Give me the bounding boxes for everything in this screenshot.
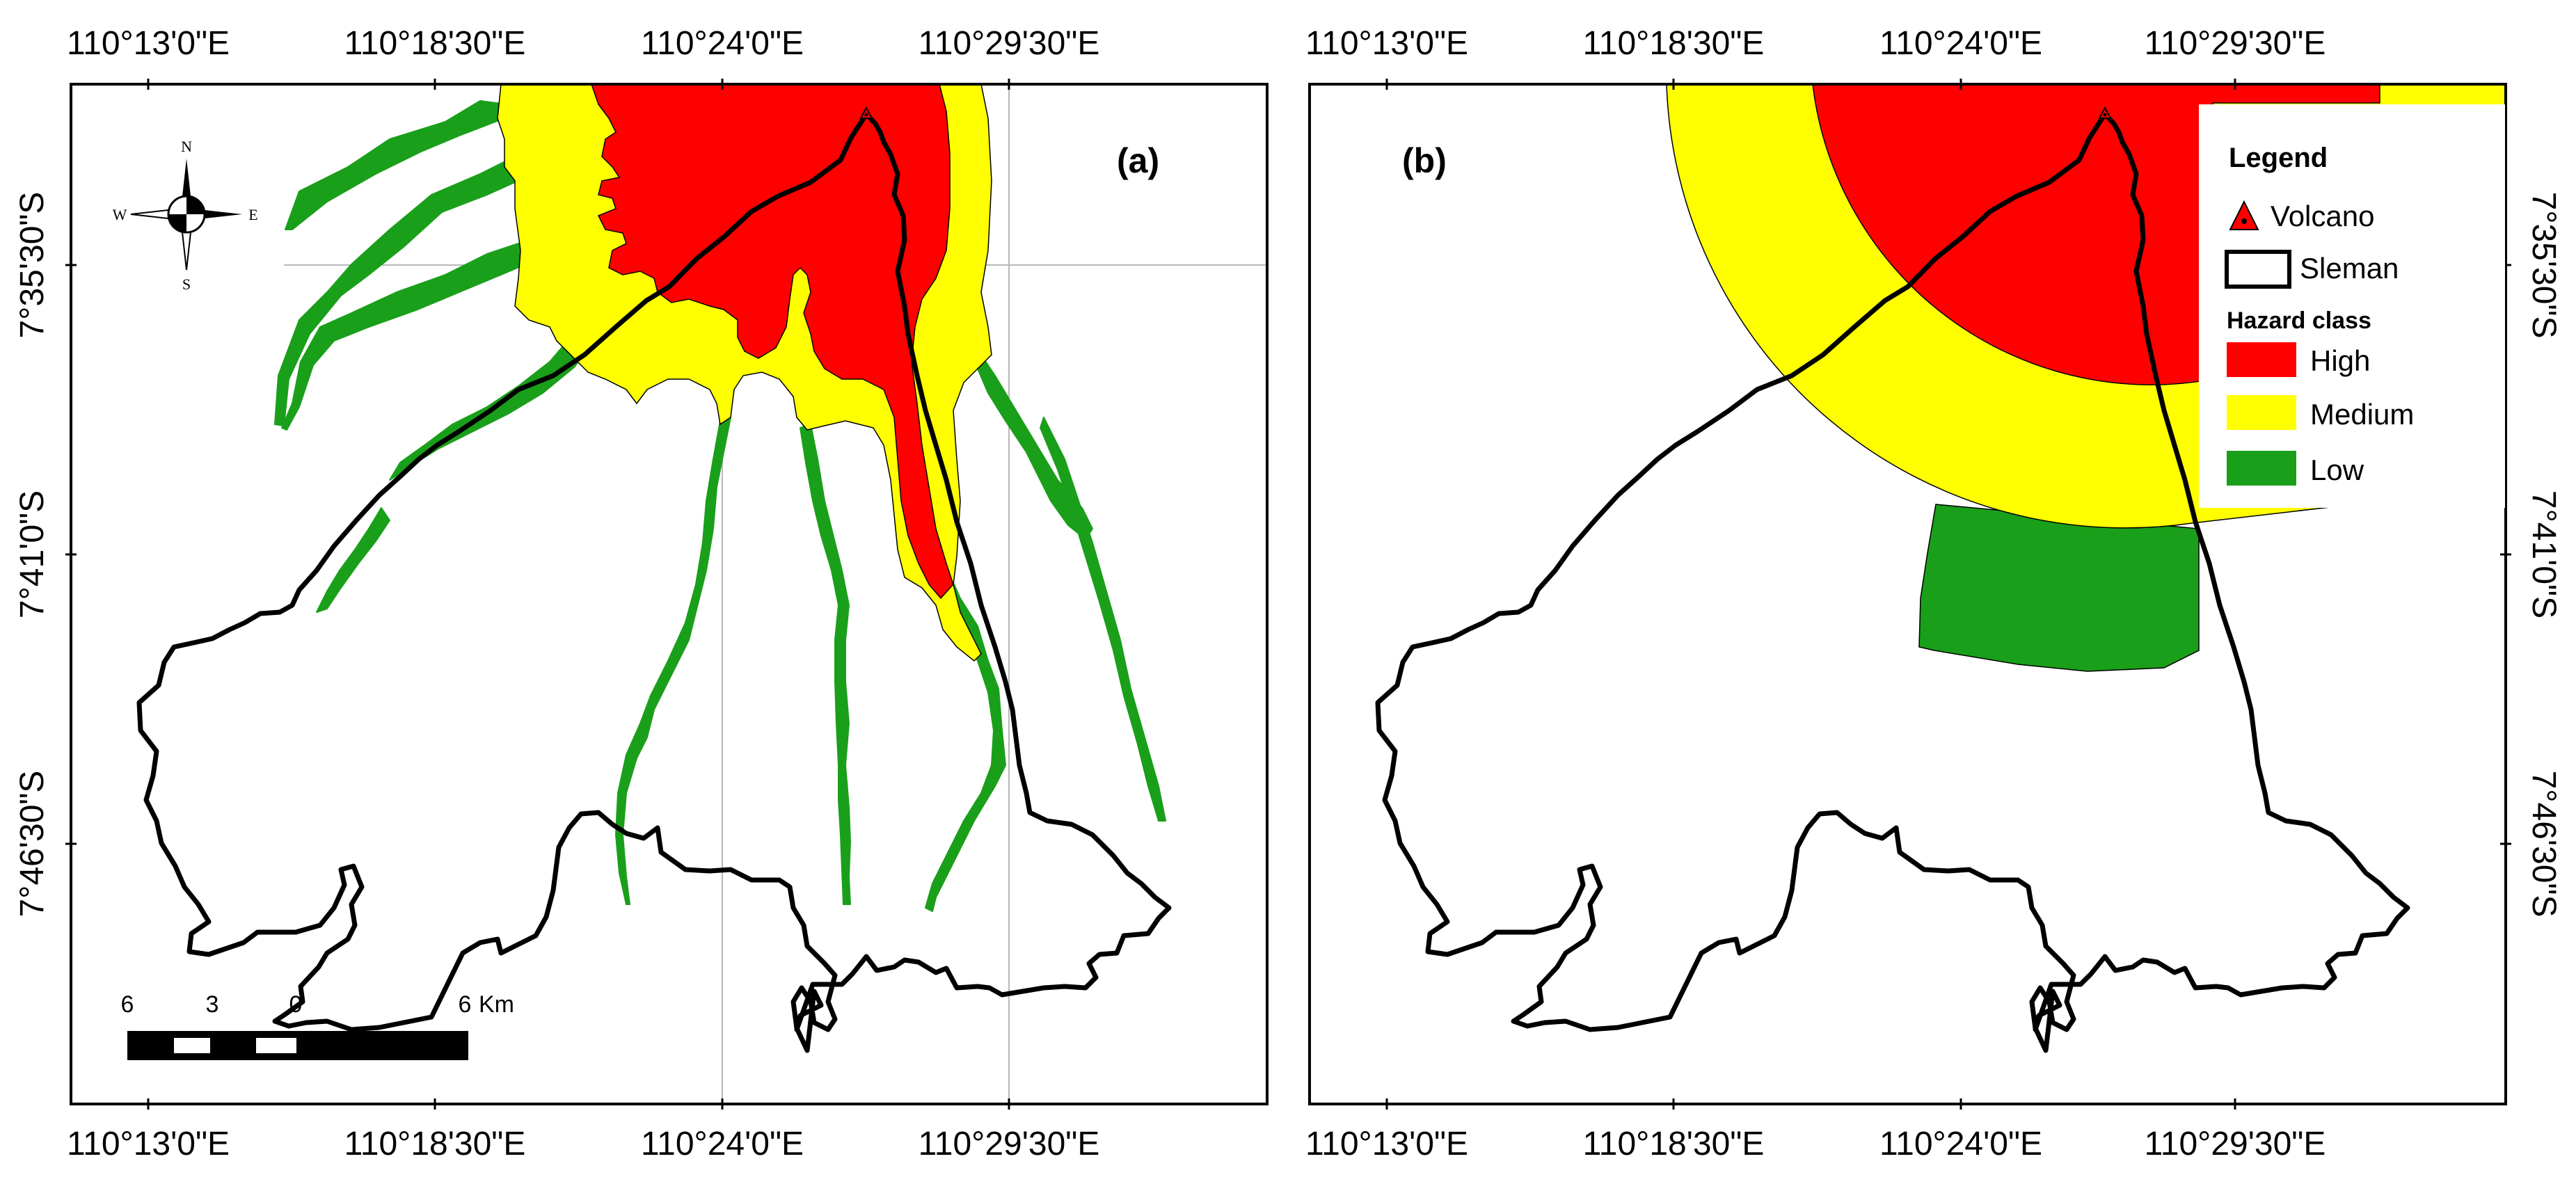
- lon-label: 110°29'30"E: [2145, 1126, 2326, 1162]
- lon-label: 110°18'30"E: [344, 25, 526, 62]
- lon-label: 110°18'30"E: [344, 1126, 526, 1162]
- scale-unit: Km: [479, 991, 514, 1018]
- low-legend-swatch: [2227, 451, 2296, 486]
- lon-label: 110°29'30"E: [919, 1126, 1100, 1162]
- map-panel-a: 110°13'0"E 110°18'30"E 110°24'0"E 110°29…: [14, 25, 1269, 1162]
- lat-label: 7°41'0"S: [2525, 490, 2562, 618]
- lon-label: 110°13'0"E: [67, 25, 230, 62]
- scale-bar: 6 3 0 6 Km: [121, 991, 514, 1060]
- compass-s: S: [182, 275, 191, 293]
- high-legend-swatch: [2227, 342, 2296, 377]
- high-hazard-zone: [1812, 84, 2380, 385]
- legend-sleman-label: Sleman: [2300, 252, 2399, 285]
- medium-legend-swatch: [2227, 395, 2296, 430]
- lon-label: 110°13'0"E: [1305, 1126, 1468, 1162]
- legend-low-label: Low: [2310, 454, 2364, 486]
- legend-hazard-title: Hazard class: [2227, 307, 2371, 334]
- lat-label: 7°41'0"S: [14, 490, 51, 618]
- bottom-longitude-labels: 110°13'0"E 110°18'30"E 110°24'0"E 110°29…: [1305, 1126, 2325, 1162]
- lon-label: 110°18'30"E: [1583, 1126, 1765, 1162]
- lon-label: 110°29'30"E: [919, 25, 1100, 62]
- legend-high-label: High: [2310, 344, 2370, 377]
- lon-label: 110°24'0"E: [1879, 25, 2042, 62]
- lat-label: 7°46'30"S: [2525, 771, 2562, 918]
- scale-tick: 6: [459, 991, 472, 1018]
- lon-label: 110°13'0"E: [1305, 25, 1468, 62]
- scale-tick: 0: [289, 991, 303, 1018]
- lon-label: 110°18'30"E: [1583, 25, 1765, 62]
- lon-label: 110°13'0"E: [67, 1126, 230, 1162]
- high-hazard-zone: [591, 84, 954, 600]
- low-hazard-zone: [1918, 504, 2200, 672]
- compass-rose: N S W E: [113, 138, 258, 293]
- low-hazard-zone: [274, 100, 1166, 912]
- compass-n: N: [181, 138, 192, 155]
- legend: Legend Volcano Sleman Hazard class High …: [2199, 104, 2505, 508]
- right-latitude-labels: 7°35'30"S 7°41'0"S 7°46'30"S: [2525, 192, 2562, 918]
- lon-label: 110°24'0"E: [641, 25, 804, 62]
- volcano-legend-icon: [2229, 200, 2259, 230]
- compass-w: W: [113, 206, 127, 223]
- bottom-longitude-labels: 110°13'0"E 110°18'30"E 110°24'0"E 110°29…: [67, 1126, 1099, 1162]
- map-frame: [1308, 83, 2507, 1105]
- lon-label: 110°24'0"E: [1879, 1126, 2042, 1162]
- sleman-legend-swatch: [2225, 250, 2291, 289]
- panel-label: (b): [1402, 141, 1447, 180]
- map-panel-b: 110°13'0"E 110°18'30"E 110°24'0"E 110°29…: [1305, 25, 2562, 1162]
- scale-tick: 3: [206, 991, 219, 1018]
- frame-ticks: [65, 79, 1010, 1110]
- left-latitude-labels: 7°35'30"S 7°41'0"S 7°46'30"S: [14, 192, 51, 918]
- legend-volcano-label: Volcano: [2271, 200, 2374, 232]
- lon-label: 110°24'0"E: [641, 1126, 804, 1162]
- top-longitude-labels: 110°13'0"E 110°18'30"E 110°24'0"E 110°29…: [67, 25, 1099, 62]
- legend-medium-label: Medium: [2310, 398, 2414, 431]
- compass-e: E: [248, 206, 257, 223]
- lon-label: 110°29'30"E: [2145, 25, 2326, 62]
- volcano-marker: [2098, 106, 2112, 119]
- legend-title: Legend: [2229, 143, 2328, 173]
- scale-tick: 6: [121, 991, 134, 1018]
- top-longitude-labels: 110°13'0"E 110°18'30"E 110°24'0"E 110°29…: [1305, 25, 2325, 62]
- legend-background: [2199, 104, 2505, 508]
- panel-label: (a): [1117, 141, 1159, 180]
- lat-label: 7°35'30"S: [14, 192, 51, 339]
- map-frame: [70, 83, 1269, 1105]
- lat-label: 7°46'30"S: [14, 771, 51, 918]
- lat-label: 7°35'30"S: [2525, 192, 2562, 339]
- volcano-marker: [859, 106, 873, 119]
